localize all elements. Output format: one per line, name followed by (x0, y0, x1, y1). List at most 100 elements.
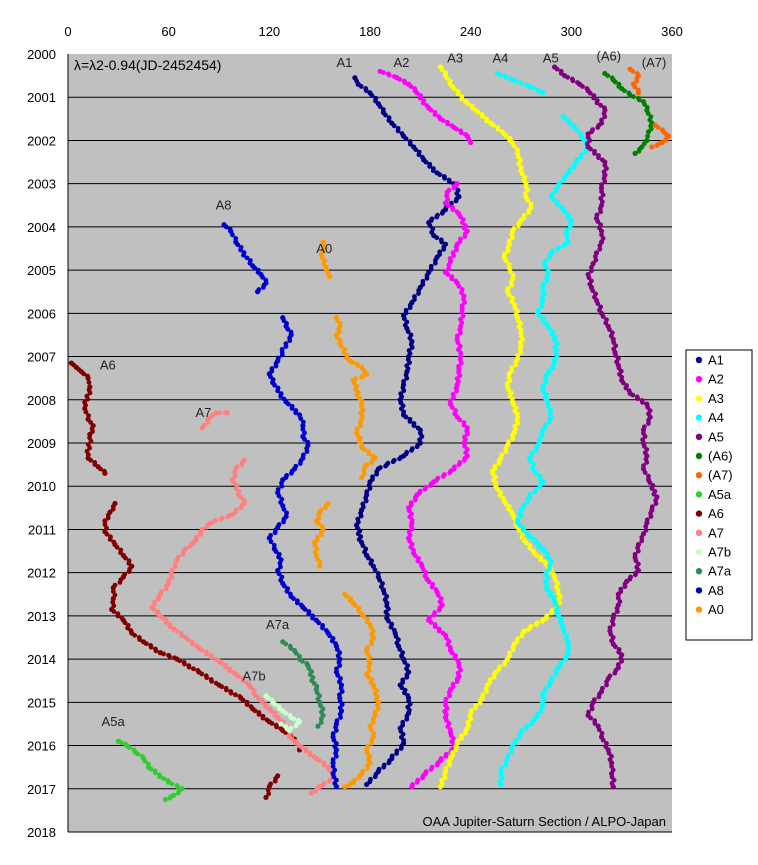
data-point (458, 130, 464, 136)
data-point (281, 506, 287, 512)
data-point (318, 532, 324, 538)
legend-entry: A3 (695, 391, 724, 406)
data-point (232, 470, 238, 475)
data-point (365, 765, 370, 771)
data-point (602, 179, 608, 184)
data-point (238, 505, 244, 511)
data-point (570, 78, 576, 84)
data-point (509, 282, 515, 288)
data-point (597, 243, 603, 249)
data-point (420, 100, 426, 106)
data-point (315, 556, 320, 562)
data-point (302, 607, 308, 612)
data-point (213, 410, 219, 416)
data-point (519, 171, 525, 177)
data-point (186, 664, 192, 670)
data-point (630, 68, 636, 74)
data-point (283, 344, 289, 349)
data-point (297, 461, 303, 466)
data-point (241, 252, 246, 258)
data-point (428, 483, 433, 489)
data-point (561, 178, 567, 183)
data-point (562, 209, 568, 215)
data-point (315, 723, 321, 729)
data-point (374, 471, 380, 477)
data-point (388, 624, 394, 630)
data-point (83, 409, 89, 415)
data-point (411, 423, 417, 429)
series-a4 (494, 70, 591, 788)
data-point (233, 486, 239, 492)
data-point (279, 352, 285, 358)
data-point (372, 567, 378, 573)
data-point (283, 723, 288, 729)
data-point (547, 563, 552, 568)
data-point (612, 79, 618, 85)
data-point (409, 784, 415, 790)
data-point (102, 518, 108, 524)
data-point (303, 748, 309, 754)
data-point (153, 648, 159, 654)
y-axis-tick-labels: 2000 2001 2002 2003 2004 2005 2006 2007 2008 2009… (27, 47, 56, 840)
data-point (454, 247, 460, 253)
data-point (167, 624, 173, 630)
data-point (143, 641, 149, 647)
data-point (148, 644, 154, 650)
data-point (265, 695, 271, 701)
data-point (437, 172, 443, 178)
data-point (612, 670, 618, 676)
data-point (375, 570, 381, 576)
data-point (548, 593, 553, 598)
annotation-label: A8 (216, 198, 232, 213)
data-point (333, 728, 339, 733)
data-point (335, 672, 341, 678)
data-point (117, 579, 123, 585)
data-point (444, 193, 450, 199)
series-a1 (352, 75, 462, 788)
series-a5a (115, 738, 185, 803)
data-point (534, 471, 539, 477)
data-point (163, 586, 169, 592)
legend-entry: A0 (695, 602, 724, 617)
data-point (507, 377, 513, 383)
data-point (536, 544, 542, 550)
legend-entry: A4 (695, 410, 724, 425)
data-point (456, 347, 461, 353)
data-point (293, 410, 299, 416)
data-point (549, 610, 554, 616)
data-point (449, 404, 455, 410)
data-point (272, 530, 278, 536)
data-point (588, 268, 594, 274)
y-tick-label: 2002 (27, 133, 56, 148)
data-point (366, 664, 372, 670)
data-point (278, 721, 284, 727)
data-point (595, 125, 601, 130)
legend-label: A7a (708, 564, 732, 579)
data-point (622, 584, 628, 589)
data-point (462, 457, 467, 463)
data-point (135, 751, 141, 757)
data-point (179, 632, 185, 638)
data-point (454, 388, 460, 394)
y-tick-label: 2009 (27, 436, 56, 451)
data-point (330, 760, 336, 766)
data-point (377, 104, 383, 109)
data-point (609, 760, 615, 766)
data-point (316, 758, 322, 764)
data-point (204, 651, 210, 657)
data-point (553, 188, 559, 194)
data-point (88, 438, 94, 444)
data-point (453, 747, 459, 752)
data-point (547, 566, 552, 572)
data-point (160, 615, 165, 621)
data-point (401, 388, 407, 394)
data-point (300, 423, 306, 429)
y-tick-label: 2000 (27, 47, 56, 62)
data-point (326, 779, 332, 784)
data-point (580, 84, 585, 89)
data-point (543, 380, 549, 385)
data-point (368, 727, 374, 733)
data-point (122, 620, 128, 626)
data-point (287, 338, 293, 344)
data-point (352, 603, 358, 609)
